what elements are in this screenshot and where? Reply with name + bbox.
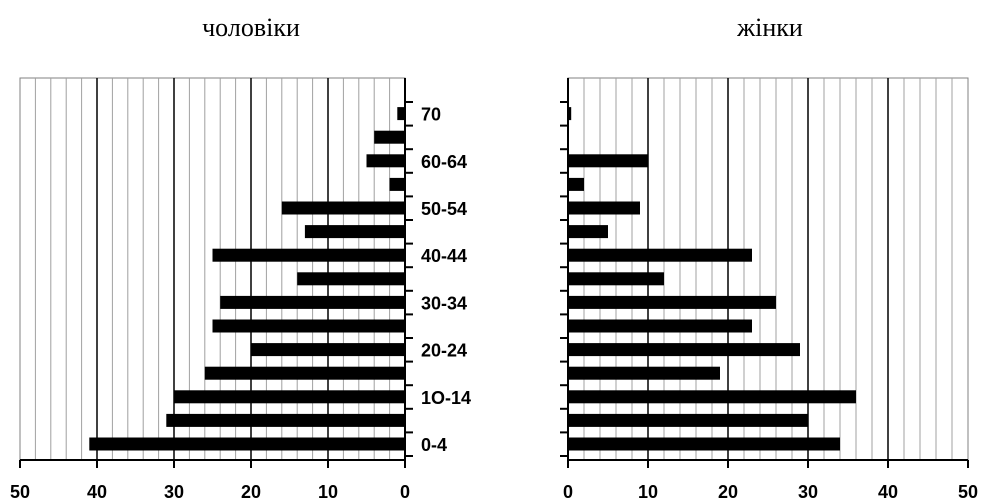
bar (568, 201, 640, 215)
value-tick-label: 0 (400, 482, 410, 502)
value-tick-label: 50 (958, 482, 978, 502)
left-chart-title: чоловіки (202, 13, 300, 42)
bar (568, 295, 776, 309)
category-label: 1O-14 (421, 388, 471, 408)
bar (366, 154, 405, 168)
bar (397, 107, 405, 121)
bar (389, 177, 405, 191)
bar (297, 272, 405, 286)
bar (174, 390, 405, 404)
bar (568, 225, 608, 239)
category-label: 0-4 (421, 435, 447, 455)
value-tick-label: 40 (878, 482, 898, 502)
category-label: 20-24 (421, 341, 467, 361)
value-tick-label: 10 (318, 482, 338, 502)
bar (89, 437, 406, 451)
left-chart-male: 50 40 30 20 10 0 0-4 1O-14 20-24 30-34 40-44 50-54 6… (10, 77, 471, 502)
bar (304, 225, 405, 239)
bar (374, 130, 405, 144)
bar (568, 177, 584, 191)
bar (251, 343, 405, 357)
value-tick-label: 0 (563, 482, 573, 502)
value-tick-label: 30 (798, 482, 818, 502)
value-tick-label: 40 (87, 482, 107, 502)
category-label: 60-64 (421, 152, 467, 172)
bar (568, 437, 840, 451)
bar (568, 413, 808, 427)
bar (204, 366, 405, 380)
value-tick-label: 20 (718, 482, 738, 502)
bar (220, 295, 405, 309)
bar (281, 201, 405, 215)
bar (568, 390, 856, 404)
bar (568, 319, 752, 333)
bar (212, 248, 405, 262)
category-label: 50-54 (421, 199, 467, 219)
category-label: 30-34 (421, 293, 467, 313)
bar (568, 248, 752, 262)
right-chart-female: 0 10 20 30 40 50 (560, 77, 978, 502)
bar (568, 107, 572, 121)
bar (166, 413, 405, 427)
value-tick-label: 50 (10, 482, 30, 502)
bar (568, 366, 720, 380)
category-label: 70 (421, 105, 441, 125)
bar (212, 319, 405, 333)
bar (568, 154, 648, 168)
right-chart-title: жінки (736, 13, 803, 42)
value-tick-label: 20 (241, 482, 261, 502)
value-tick-label: 30 (164, 482, 184, 502)
category-label: 40-44 (421, 246, 467, 266)
value-tick-label: 10 (638, 482, 658, 502)
bar (568, 272, 664, 286)
bar (568, 343, 800, 357)
